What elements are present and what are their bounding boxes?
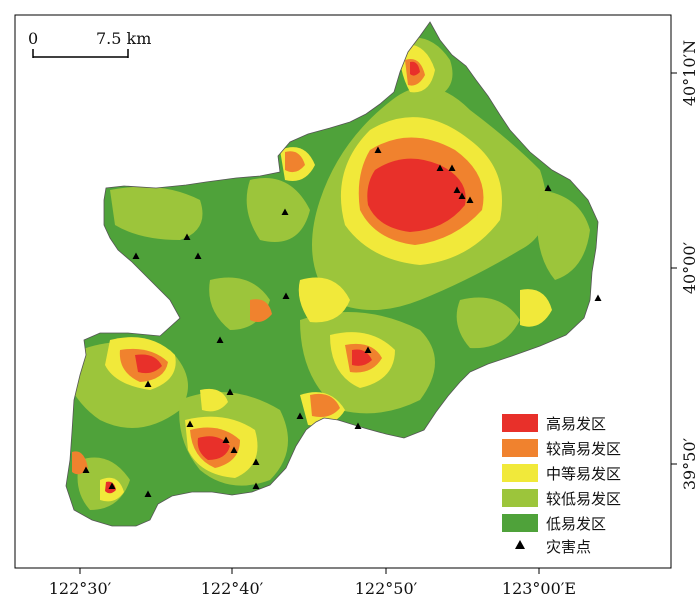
- lat-label-1: 40°10′N: [680, 40, 699, 106]
- disaster-point-marker: [222, 436, 230, 443]
- legend-swatch-very-high: [502, 414, 538, 432]
- legend-label-disaster-point: 灾害点: [546, 538, 591, 556]
- legend-swatch-very-low: [502, 514, 538, 532]
- disaster-point-marker: [354, 422, 362, 429]
- lon-label-2: 122°40′: [201, 579, 264, 598]
- disaster-point-marker: [282, 292, 290, 299]
- disaster-point-marker: [252, 458, 260, 465]
- disaster-point-marker: [544, 184, 552, 191]
- disaster-point-marker: [230, 446, 238, 453]
- disaster-point-marker: [144, 380, 152, 387]
- lat-label-3: 39°50′: [680, 437, 699, 490]
- disaster-point-marker: [364, 346, 372, 353]
- scale-bar-start-label: 0: [28, 29, 38, 48]
- disaster-point-marker: [448, 164, 456, 171]
- disaster-point-marker: [144, 490, 152, 497]
- legend-swatch-medium: [502, 464, 538, 482]
- latitude-axis: 40°10′N 40°00′ 39°50′: [671, 40, 699, 490]
- longitude-axis: 122°30′ 122°40′ 122°50′ 123°00′E: [49, 568, 576, 598]
- disaster-point-marker: [183, 233, 191, 240]
- disaster-point-marker: [374, 146, 382, 153]
- zone-very-high: [105, 61, 466, 494]
- legend-label-very-low: 低易发区: [546, 515, 606, 533]
- disaster-point-marker: [226, 388, 234, 395]
- legend-swatch-high: [502, 439, 538, 457]
- legend-label-low: 较低易发区: [546, 490, 621, 508]
- map-frame-border: [14, 14, 672, 569]
- disaster-point-marker: [82, 466, 90, 473]
- disaster-point-marker: [466, 196, 474, 203]
- disaster-point-marker: [594, 294, 602, 301]
- legend: 高易发区 较高易发区 中等易发区 较低易发区 低易发区 灾害点: [502, 414, 621, 556]
- legend-disaster-point-icon: [515, 540, 525, 549]
- lon-label-1: 122°30′: [49, 579, 112, 598]
- legend-label-very-high: 高易发区: [546, 415, 606, 433]
- disaster-point-marker: [194, 252, 202, 259]
- scale-bar: 0 7.5 km: [28, 29, 151, 58]
- disaster-points: [82, 146, 602, 497]
- scale-bar-end-label: 7.5 km: [96, 29, 151, 48]
- disaster-point-marker: [252, 482, 260, 489]
- disaster-point-marker: [132, 252, 140, 259]
- disaster-point-marker: [436, 164, 444, 171]
- lon-label-3: 122°50′: [355, 579, 418, 598]
- region-boundary: [65, 21, 599, 527]
- disaster-point-marker: [458, 192, 466, 199]
- lat-label-2: 40°00′: [680, 241, 699, 294]
- disaster-point-marker: [453, 186, 461, 193]
- disaster-point-marker: [216, 336, 224, 343]
- legend-swatch-low: [502, 489, 538, 507]
- lon-label-4: 123°00′E: [502, 579, 576, 598]
- disaster-point-marker: [281, 208, 289, 215]
- disaster-point-marker: [186, 420, 194, 427]
- disaster-point-marker: [108, 482, 116, 489]
- legend-label-medium: 中等易发区: [546, 465, 621, 483]
- disaster-point-marker: [296, 412, 304, 419]
- legend-label-high: 较高易发区: [546, 440, 621, 458]
